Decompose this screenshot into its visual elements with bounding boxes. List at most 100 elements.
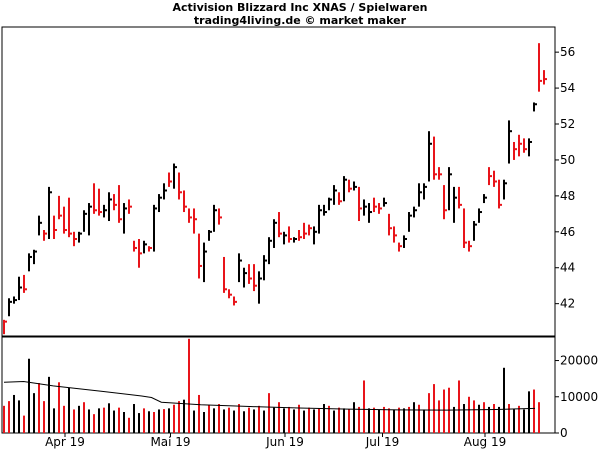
ohlc-bar	[543, 70, 547, 85]
ohlc-bar	[28, 253, 32, 272]
ohlc-bar	[433, 136, 437, 180]
chart-subtitle: trading4living.de © market maker	[194, 14, 407, 27]
ohlc-bar	[328, 197, 332, 211]
ohlc-bar	[223, 256, 227, 293]
ohlc-bar	[303, 222, 307, 239]
ohlc-bar	[393, 226, 397, 243]
ohlc-bar	[343, 176, 347, 202]
ohlc-bar	[503, 179, 507, 200]
ohlc-bar	[33, 249, 37, 265]
ohlc-bar	[483, 194, 487, 204]
date-axis: Apr 19 Mai 19 Jun 19 Jul 19 Aug 19	[45, 433, 506, 449]
ohlc-bar	[438, 167, 442, 180]
ohlc-bar	[358, 186, 362, 222]
chart-title: Activision Blizzard Inc XNAS / Spielware…	[173, 1, 428, 14]
price-plot-frame	[1, 26, 556, 337]
price-tick-label: 50	[560, 153, 575, 167]
date-tick-label: Jun 19	[265, 435, 304, 449]
ohlc-bar	[318, 204, 322, 234]
ohlc-bar	[373, 197, 377, 213]
ohlc-bar	[533, 102, 537, 112]
ohlc-bar	[348, 179, 352, 193]
ohlc-bar	[148, 246, 152, 252]
ohlc-bar	[198, 233, 202, 279]
ohlc-bar	[38, 215, 42, 236]
ohlc-bar	[263, 255, 267, 281]
ohlc-bar	[448, 167, 452, 211]
ohlc-bar	[518, 134, 522, 157]
ohlc-bar	[238, 253, 242, 283]
date-tick-label: Apr 19	[45, 435, 85, 449]
ohlc-bar	[118, 185, 122, 223]
ohlc-bar	[208, 230, 212, 241]
ohlc-bar	[423, 183, 427, 200]
ohlc-bar	[388, 213, 392, 236]
ohlc-bar	[298, 230, 302, 241]
ohlc-bar	[293, 237, 297, 243]
date-tick-label: Aug 19	[464, 435, 507, 449]
ohlc-bar	[218, 208, 222, 225]
ohlc-bar	[523, 138, 527, 153]
ohlc-bar	[3, 319, 7, 335]
ohlc-bar	[93, 183, 97, 214]
ohlc-bar	[203, 242, 207, 283]
price-tick-label: 44	[560, 261, 575, 275]
ohlc-bar	[248, 264, 252, 284]
volume-tick-label: 0	[560, 426, 568, 440]
ohlc-bar	[278, 212, 282, 238]
price-tick-label: 48	[560, 189, 575, 203]
ohlc-bar	[333, 185, 337, 205]
ohlc-bar	[283, 231, 287, 245]
ohlc-bar	[478, 208, 482, 223]
ohlc-bar	[398, 242, 402, 252]
ohlc-bar	[528, 138, 532, 157]
price-axis: 42 44 46 48 50 52 54 56	[555, 45, 575, 311]
ohlc-bar	[378, 203, 382, 214]
volume-average-line	[3, 381, 536, 411]
ohlc-bar	[18, 276, 22, 301]
ohlc-bar	[538, 43, 542, 92]
ohlc-bar	[173, 163, 177, 189]
ohlc-bar	[68, 197, 72, 238]
ohlc-bar	[83, 210, 87, 232]
ohlc-bar	[498, 179, 502, 209]
ohlc-bar	[183, 190, 187, 213]
ohlc-bar	[138, 238, 142, 268]
price-tick-label: 56	[560, 45, 575, 59]
ohlc-bar	[53, 215, 57, 239]
ohlc-bar	[88, 203, 92, 236]
ohlc-bar	[468, 240, 472, 252]
ohlc-bar	[8, 298, 12, 317]
ohlc-bar	[493, 170, 497, 187]
ohlc-bar	[488, 167, 492, 186]
ohlc-bar	[473, 221, 477, 241]
ohlc-bar	[338, 192, 342, 205]
ohlc-bar	[228, 289, 232, 299]
ohlc-bar	[243, 267, 247, 288]
ohlc-bar	[98, 188, 102, 216]
ohlc-bar	[168, 172, 172, 187]
date-tick-label: Jul 19	[365, 435, 400, 449]
volume-panel: 0 10000 20000	[1, 336, 598, 440]
ohlc-bar	[413, 206, 417, 218]
ohlc-bar	[323, 204, 327, 216]
price-bars	[3, 43, 547, 335]
volume-tick-label: 20000	[560, 354, 598, 368]
ohlc-bar	[418, 183, 422, 207]
ohlc-bar	[158, 194, 162, 213]
ohlc-bar	[508, 120, 512, 164]
ohlc-bar	[453, 186, 457, 223]
ohlc-bar	[428, 131, 432, 182]
ohlc-bar	[308, 224, 312, 236]
ohlc-bar	[408, 212, 412, 232]
ohlc-bar	[258, 271, 262, 304]
ohlc-bar	[313, 226, 317, 245]
ohlc-bar	[23, 274, 27, 293]
ohlc-bar	[253, 264, 257, 292]
ohlc-bar	[268, 237, 272, 265]
ohlc-bar	[513, 141, 517, 160]
ohlc-bar	[443, 185, 447, 220]
ohlc-bar	[193, 208, 197, 234]
volume-axis: 0 10000 20000	[555, 354, 598, 440]
